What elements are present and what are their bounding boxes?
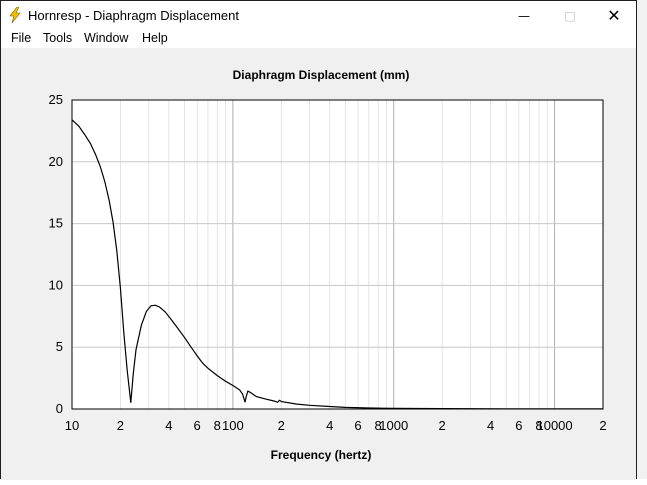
menu-window[interactable]: Window: [84, 31, 129, 45]
menu-tools[interactable]: Tools: [43, 31, 73, 45]
y-tick-label: 15: [49, 216, 63, 231]
background-app-edge: [635, 0, 647, 479]
x-tick-label: 2: [117, 418, 124, 433]
displacement-series-line: [71, 119, 603, 410]
minimize-button[interactable]: —: [501, 1, 547, 30]
plot-frame: [71, 99, 604, 410]
close-icon: ✕: [607, 6, 621, 25]
x-tick-label: 2: [278, 418, 285, 433]
y-tick-label: 20: [49, 154, 63, 169]
displacement-chart: Diaphragm Displacement (mm) 0 5 10 15 20 25 1…: [49, 68, 607, 462]
menu-help[interactable]: Help: [142, 31, 168, 45]
x-tick-label: 8: [535, 418, 542, 433]
window-title: Hornresp - Diaphragm Displacement: [28, 8, 239, 23]
x-tick-label: 10: [65, 418, 79, 433]
y-tick-label: 0: [56, 401, 63, 416]
app-window: Hornresp - Diaphragm Displacement — □ ✕ …: [0, 0, 637, 480]
x-tick-label: 10000: [536, 418, 572, 433]
x-tick-label: 4: [165, 418, 172, 433]
chart-title: Diaphragm Displacement (mm): [233, 68, 410, 82]
horizontal-gridlines: [72, 161, 603, 348]
maximize-button[interactable]: □: [547, 1, 593, 30]
close-button[interactable]: ✕: [591, 1, 637, 30]
chart-area: Diaphragm Displacement (mm) 0 5 10 15 20 25 1…: [1, 48, 636, 480]
x-tick-label: 2: [599, 418, 606, 433]
x-tick-label: 8: [214, 418, 221, 433]
y-tick-label: 10: [49, 277, 63, 292]
vertical-gridlines: [120, 100, 556, 409]
maximize-icon: □: [564, 8, 576, 23]
x-tick-label: 6: [194, 418, 201, 433]
x-tick-label: 6: [354, 418, 361, 433]
menu-bar: File Tools Window Help: [1, 30, 636, 48]
x-tick-label: 100: [222, 418, 244, 433]
title-bar[interactable]: Hornresp - Diaphragm Displacement — □ ✕: [1, 1, 636, 30]
minimize-icon: —: [518, 8, 530, 23]
x-tick-label: 1000: [379, 418, 408, 433]
y-tick-label: 5: [56, 339, 63, 354]
x-axis-label: Frequency (hertz): [271, 448, 372, 462]
x-tick-label: 4: [326, 418, 333, 433]
y-tick-label: 25: [49, 92, 63, 107]
y-tick-labels: 0 5 10 15 20 25: [49, 92, 63, 416]
x-tick-label: 8: [375, 418, 382, 433]
x-tick-label: 2: [439, 418, 446, 433]
x-tick-label: 4: [487, 418, 494, 433]
menu-file[interactable]: File: [11, 31, 32, 45]
x-tick-label: 6: [515, 418, 522, 433]
lightning-icon: [9, 7, 21, 23]
plot-area: [72, 100, 603, 409]
